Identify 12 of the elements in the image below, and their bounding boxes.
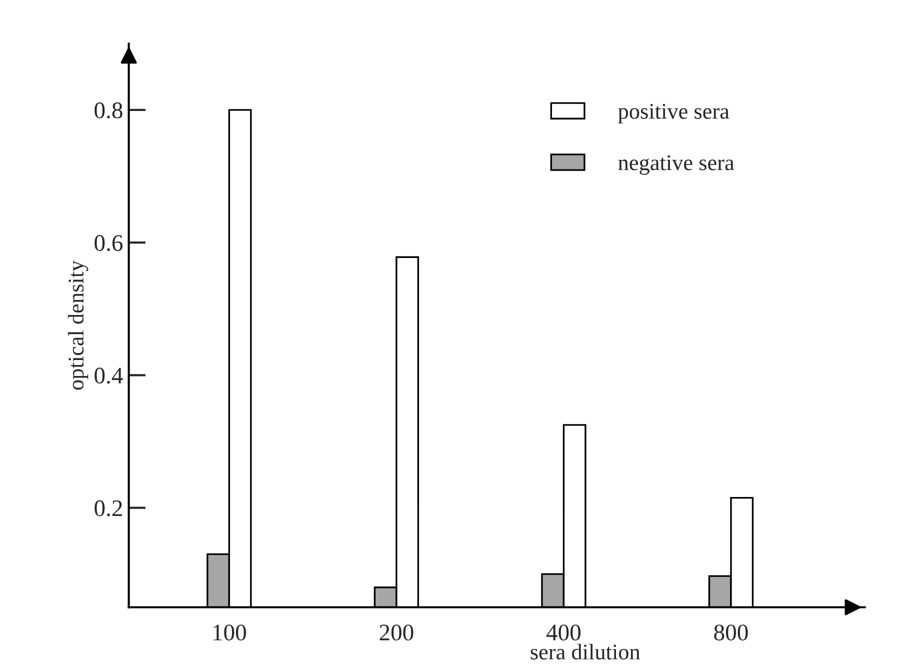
x-tick-label: 400	[546, 624, 581, 641]
legend-label: negative sera	[618, 155, 734, 175]
y-tick-label: 0.2	[94, 500, 122, 516]
x-tick-label: 200	[380, 624, 414, 641]
y-tick-label: 0.8	[94, 102, 122, 118]
y-tick-label: 0.6	[94, 235, 123, 252]
x-tick-label: 800	[714, 624, 748, 641]
x-tick-label: 100	[214, 624, 246, 641]
legend-label: positive sera	[618, 104, 730, 124]
y-axis-title: optical density	[68, 260, 88, 390]
x-axis-title: sera dilution	[530, 644, 640, 660]
y-tick-label: 0.4	[94, 368, 123, 384]
